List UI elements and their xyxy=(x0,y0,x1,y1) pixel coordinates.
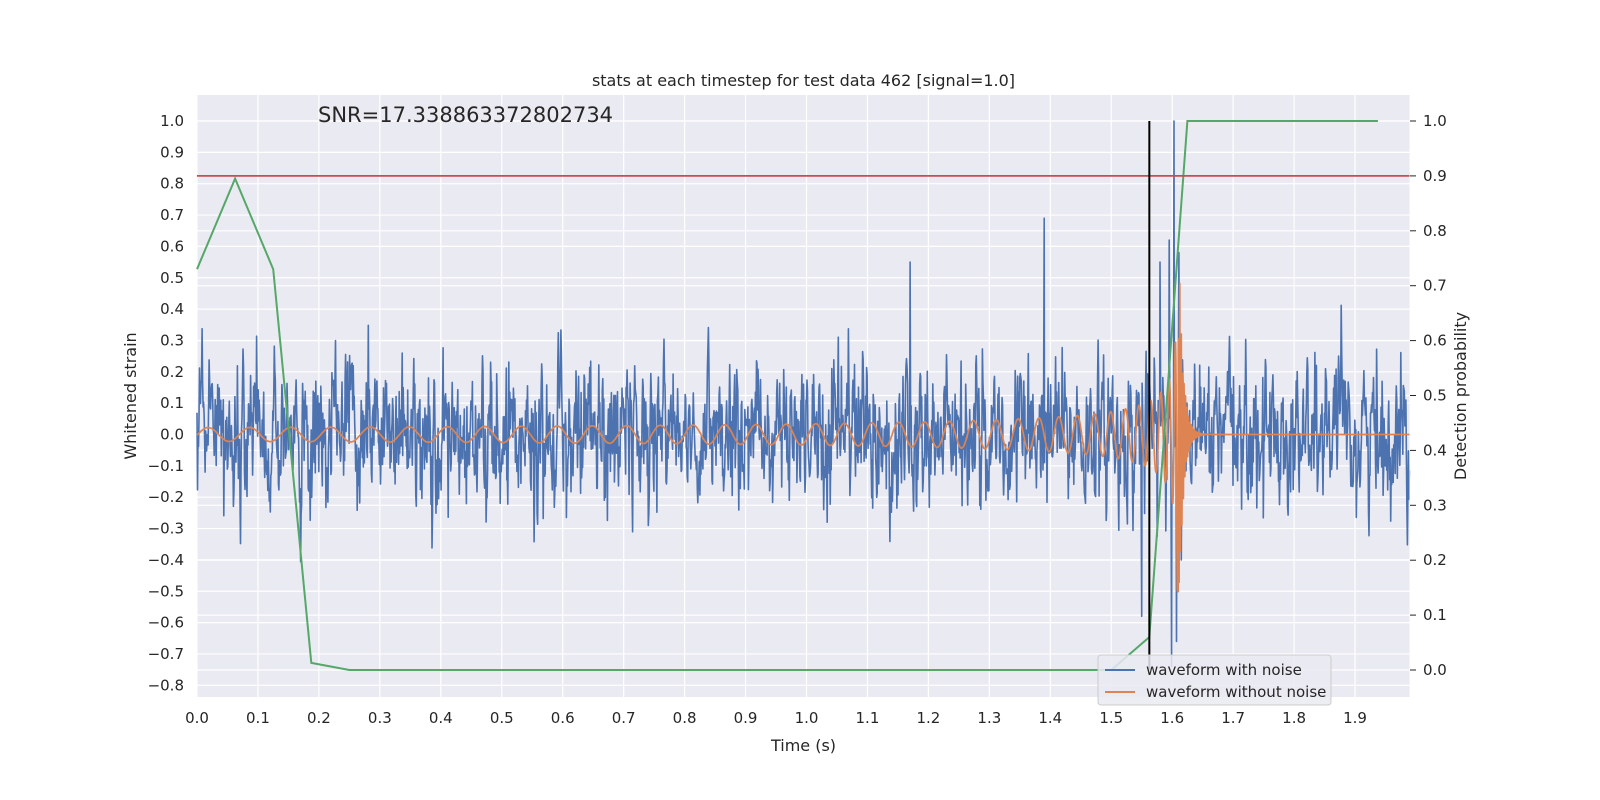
x-tick-label: 0.0 xyxy=(185,709,209,727)
y-tick-label: −0.7 xyxy=(148,645,184,663)
x-tick-label: 0.5 xyxy=(490,709,514,727)
y-tick-label: 0.0 xyxy=(160,426,184,444)
clean-series-line xyxy=(196,282,1411,593)
noise-series-line xyxy=(196,120,1411,668)
legend: waveform with noise waveform without noi… xyxy=(1097,654,1332,706)
x-tick-label: 1.9 xyxy=(1343,709,1367,727)
y2-tick-label: 0.8 xyxy=(1423,222,1447,240)
y-tick-label: −0.3 xyxy=(148,520,184,538)
noise-series-group xyxy=(196,120,1411,668)
y2-tick-label: 0.5 xyxy=(1423,387,1447,405)
y-tick-label: 0.3 xyxy=(160,331,184,349)
y-tick-label: 0.8 xyxy=(160,175,184,193)
y-tick-label: −0.5 xyxy=(148,582,184,600)
x-tick-label: 0.6 xyxy=(551,709,575,727)
x-tick-label: 1.4 xyxy=(1038,709,1062,727)
y-tick-label: 0.4 xyxy=(160,300,184,318)
y-axis-label: Whitened strain xyxy=(121,332,140,459)
y-tick-label: 0.6 xyxy=(160,237,184,255)
y2-tick-label: 0.0 xyxy=(1423,661,1447,679)
x-tick-label: 1.7 xyxy=(1221,709,1245,727)
y2-tick-label: 0.4 xyxy=(1423,441,1447,459)
probability-series-line xyxy=(196,120,1378,671)
x-tick-label: 1.0 xyxy=(795,709,819,727)
probability-series-group xyxy=(196,120,1378,671)
chart-title: stats at each timestep for test data 462… xyxy=(592,71,1015,90)
x-tick-label: 0.3 xyxy=(368,709,392,727)
x-tick-label: 0.4 xyxy=(429,709,453,727)
x-tick-label: 0.9 xyxy=(734,709,758,727)
y2-axis-label: Detection probability xyxy=(1451,312,1470,480)
x-axis-label: Time (s) xyxy=(770,736,836,755)
x-tick-label: 0.7 xyxy=(612,709,636,727)
y2-tick-label: 0.7 xyxy=(1423,277,1447,295)
x-tick-label: 1.5 xyxy=(1099,709,1123,727)
tick-labels: 0.0 0.1 0.2 0.3 0.4 0.5 0.6 0.7 0.8 0.9 1.0 1.1 1.2 1… xyxy=(148,112,1447,727)
y2-tick-label: 0.9 xyxy=(1423,167,1447,185)
x-tick-label: 0.1 xyxy=(246,709,270,727)
y2-tick-label: 1.0 xyxy=(1423,112,1447,130)
y2-tick-label: 0.1 xyxy=(1423,606,1447,624)
y-tick-label: −0.1 xyxy=(148,457,184,475)
y-tick-label: −0.8 xyxy=(148,676,184,694)
legend-box xyxy=(1097,654,1332,706)
grid-lines xyxy=(196,95,1410,697)
x-tick-label: 0.2 xyxy=(307,709,331,727)
y2-tick-label: 0.6 xyxy=(1423,332,1447,350)
x-tick-label: 1.3 xyxy=(977,709,1001,727)
y-tick-label: 0.1 xyxy=(160,394,184,412)
y-tick-label: −0.2 xyxy=(148,488,184,506)
clean-series-group xyxy=(196,282,1411,593)
x-tick-label: 1.1 xyxy=(856,709,880,727)
y-tick-label: 0.2 xyxy=(160,363,184,381)
y-tick-label: −0.4 xyxy=(148,551,184,569)
x-tick-label: 1.6 xyxy=(1160,709,1184,727)
x-tick-label: 1.8 xyxy=(1282,709,1306,727)
legend-label-noise: waveform with noise xyxy=(1146,661,1302,679)
y-tick-label: 0.5 xyxy=(160,269,184,287)
y-tick-label: 0.9 xyxy=(160,143,184,161)
y-tick-label: 1.0 xyxy=(160,112,184,130)
snr-annotation: SNR=17.338863372802734 xyxy=(318,103,613,127)
y2-tick-label: 0.2 xyxy=(1423,551,1447,569)
x-tick-label: 0.8 xyxy=(673,709,697,727)
x-tick-label: 1.2 xyxy=(916,709,940,727)
y-tick-label: 0.7 xyxy=(160,206,184,224)
legend-label-clean: waveform without noise xyxy=(1146,683,1326,701)
y2-tick-label: 0.3 xyxy=(1423,496,1447,514)
y-tick-label: −0.6 xyxy=(148,614,184,632)
